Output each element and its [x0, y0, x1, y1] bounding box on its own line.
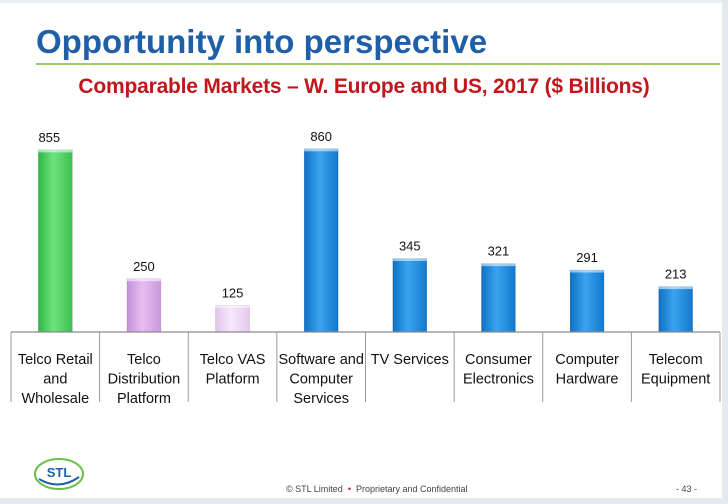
value-label-6: 291 [576, 250, 598, 265]
bar-highlight-6 [570, 270, 605, 273]
bar-highlight-0 [38, 149, 73, 153]
category-label-0-1: and [43, 372, 67, 388]
value-label-4: 345 [399, 239, 421, 254]
logo-swoosh-icon [34, 458, 84, 490]
bar-2 [215, 305, 250, 333]
bar-5 [481, 263, 516, 333]
category-label-5-0: Consumer [465, 352, 532, 368]
category-label-3-0: Software and [278, 352, 363, 368]
bar-group [38, 148, 693, 333]
category-label-1-1: Distribution [108, 372, 181, 388]
value-label-0: 855 [38, 130, 60, 145]
category-label-2-1: Platform [206, 372, 260, 388]
value-label-1: 250 [133, 259, 155, 274]
category-label-0-0: Telco Retail [18, 352, 93, 368]
bar-6 [569, 269, 605, 333]
category-label-5-1: Electronics [463, 372, 534, 388]
bar-7 [658, 286, 693, 333]
footer-confidential: © STL Limited • Proprietary and Confidenti… [286, 484, 468, 494]
category-label-0-2: Wholesale [21, 391, 89, 407]
chart-title: Comparable Markets – W. Europe and US, 2… [78, 75, 650, 98]
bar-highlight-3 [304, 148, 339, 152]
category-label-7-0: Telecom [649, 352, 703, 368]
category-label-4-0: TV Services [371, 352, 449, 368]
bar-4 [392, 258, 428, 333]
top-edge [0, 0, 728, 3]
bar-highlight-1 [126, 278, 161, 282]
category-label-3-2: Services [293, 391, 349, 407]
slide-title: Opportunity into perspective [36, 23, 488, 60]
bar-3 [303, 148, 339, 333]
bar-1 [126, 278, 162, 333]
value-label-group: 855 250 125 860 345 321 291 213 [38, 129, 686, 301]
category-label-2-0: Telco VAS [200, 352, 266, 368]
value-label-2: 125 [222, 285, 244, 300]
category-label-7-1: Equipment [641, 372, 710, 388]
category-label-1-2: Platform [117, 391, 171, 407]
bar-highlight-7 [658, 286, 693, 290]
footer-copyright: © STL Limited [286, 484, 343, 494]
bar-highlight-5 [481, 263, 516, 267]
title-underline [36, 63, 720, 65]
stl-logo: STL [33, 455, 85, 493]
footer-confidential-text: Proprietary and Confidential [355, 484, 468, 494]
bar-chart: 855 250 125 860 345 321 291 213 Telco Retail and… [10, 129, 721, 407]
bar-highlight-2 [215, 305, 250, 308]
right-edge [722, 0, 728, 504]
logo-text: STL [46, 465, 72, 480]
category-label-group: Telco Retail and Wholesale Telco Distributio… [18, 352, 711, 407]
page-number: - 43 - [676, 484, 698, 494]
bar-0 [38, 149, 73, 333]
value-label-3: 860 [310, 129, 332, 144]
value-label-5: 321 [488, 244, 510, 259]
axes-group [10, 331, 721, 402]
value-label-7: 213 [665, 267, 687, 282]
category-label-6-1: Hardware [556, 372, 619, 388]
bar-highlight-4 [392, 258, 427, 262]
bottom-edge [0, 498, 728, 504]
category-label-6-0: Computer [555, 352, 619, 368]
category-label-3-1: Computer [289, 372, 353, 388]
category-label-1-0: Telco [127, 352, 161, 368]
footer-separator: • [347, 484, 351, 494]
